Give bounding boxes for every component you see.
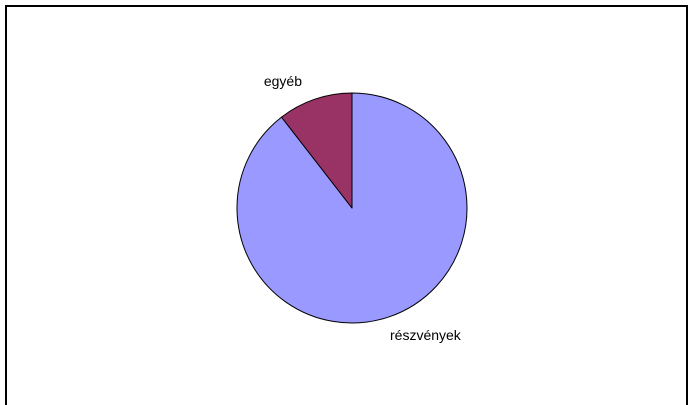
slice-label-reszvenyek: részvények [390, 327, 462, 343]
slice-label-egyeb: egyéb [264, 73, 302, 89]
pie-slices [236, 92, 468, 324]
pie-slice-egyeb [281, 92, 353, 209]
pie-labels: részvények egyéb [264, 73, 462, 343]
